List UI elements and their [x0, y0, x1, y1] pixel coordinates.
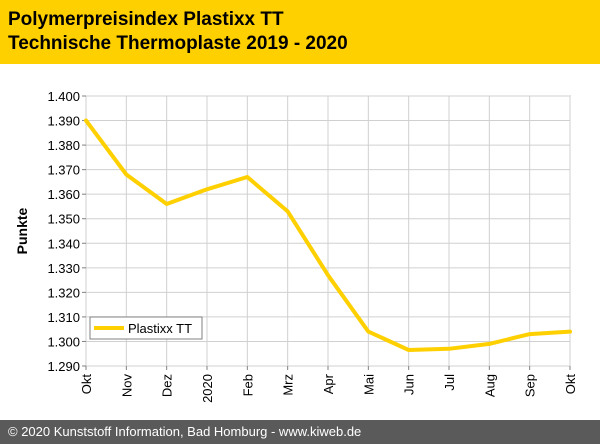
line-chart: 1.290 1.300 1.310 1.320 1.330 1.340 1.350 1.360… [14, 89, 578, 403]
data-point [568, 330, 572, 334]
data-point [165, 202, 169, 206]
x-tick-label: Mai [361, 374, 376, 395]
x-tick-label: Okt [563, 374, 578, 395]
data-point [84, 119, 88, 123]
y-tick-label: 1.330 [47, 261, 80, 276]
data-point [407, 348, 411, 352]
data-point [366, 330, 370, 334]
data-point [326, 273, 330, 277]
footer: © 2020 Kunststoff Information, Bad Hombu… [0, 420, 600, 444]
legend-box [89, 316, 203, 340]
x-tick-label: Mrz [281, 374, 296, 396]
data-point [124, 173, 128, 177]
chart-subtitle: Technische Thermoplaste 2019 - 2020 [8, 33, 348, 54]
data-point [487, 342, 491, 346]
chart-area: 1.290 1.300 1.310 1.320 1.330 1.340 1.350 1.360… [0, 64, 600, 420]
y-tick-label: 1.350 [47, 212, 80, 227]
x-tick-label: Sep [523, 374, 538, 397]
y-tick-label: 1.360 [47, 187, 80, 202]
y-tick-label: 1.290 [47, 359, 80, 374]
x-tick-label: Jun [402, 374, 417, 395]
x-tick-label: 2020 [200, 374, 215, 403]
y-tick-label: 1.300 [47, 334, 80, 349]
chart-header: Polymerpreisindex Plastixx TT Technische… [0, 0, 600, 64]
data-point [245, 175, 249, 179]
data-point [447, 347, 451, 351]
y-tick-label: 1.320 [47, 285, 80, 300]
x-tick-label: Apr [321, 373, 336, 394]
legend: Plastixx TT [89, 316, 203, 340]
chart-title: Polymerpreisindex Plastixx TT [8, 9, 284, 30]
x-tick-label: Aug [482, 374, 497, 397]
y-axis-label: Punkte [14, 207, 30, 254]
y-tick-label: 1.310 [47, 310, 80, 325]
data-point [528, 332, 532, 336]
y-tick-label: 1.390 [47, 114, 80, 129]
footer-copyright: © 2020 Kunststoff Information, Bad Hombu… [8, 424, 362, 439]
legend-label: Plastixx TT [128, 321, 192, 336]
x-tick-label: Jul [442, 374, 457, 391]
x-tick-label: Nov [119, 374, 134, 398]
y-tick-label: 1.380 [47, 138, 80, 153]
y-tick-label: 1.370 [47, 163, 80, 178]
y-tick-label: 1.340 [47, 236, 80, 251]
x-tick-label: Feb [240, 374, 255, 396]
x-tick-label: Okt [79, 374, 94, 395]
data-point [205, 187, 209, 191]
y-tick-label: 1.400 [47, 89, 80, 104]
x-tick-label: Dez [160, 374, 175, 397]
data-point [286, 209, 290, 213]
